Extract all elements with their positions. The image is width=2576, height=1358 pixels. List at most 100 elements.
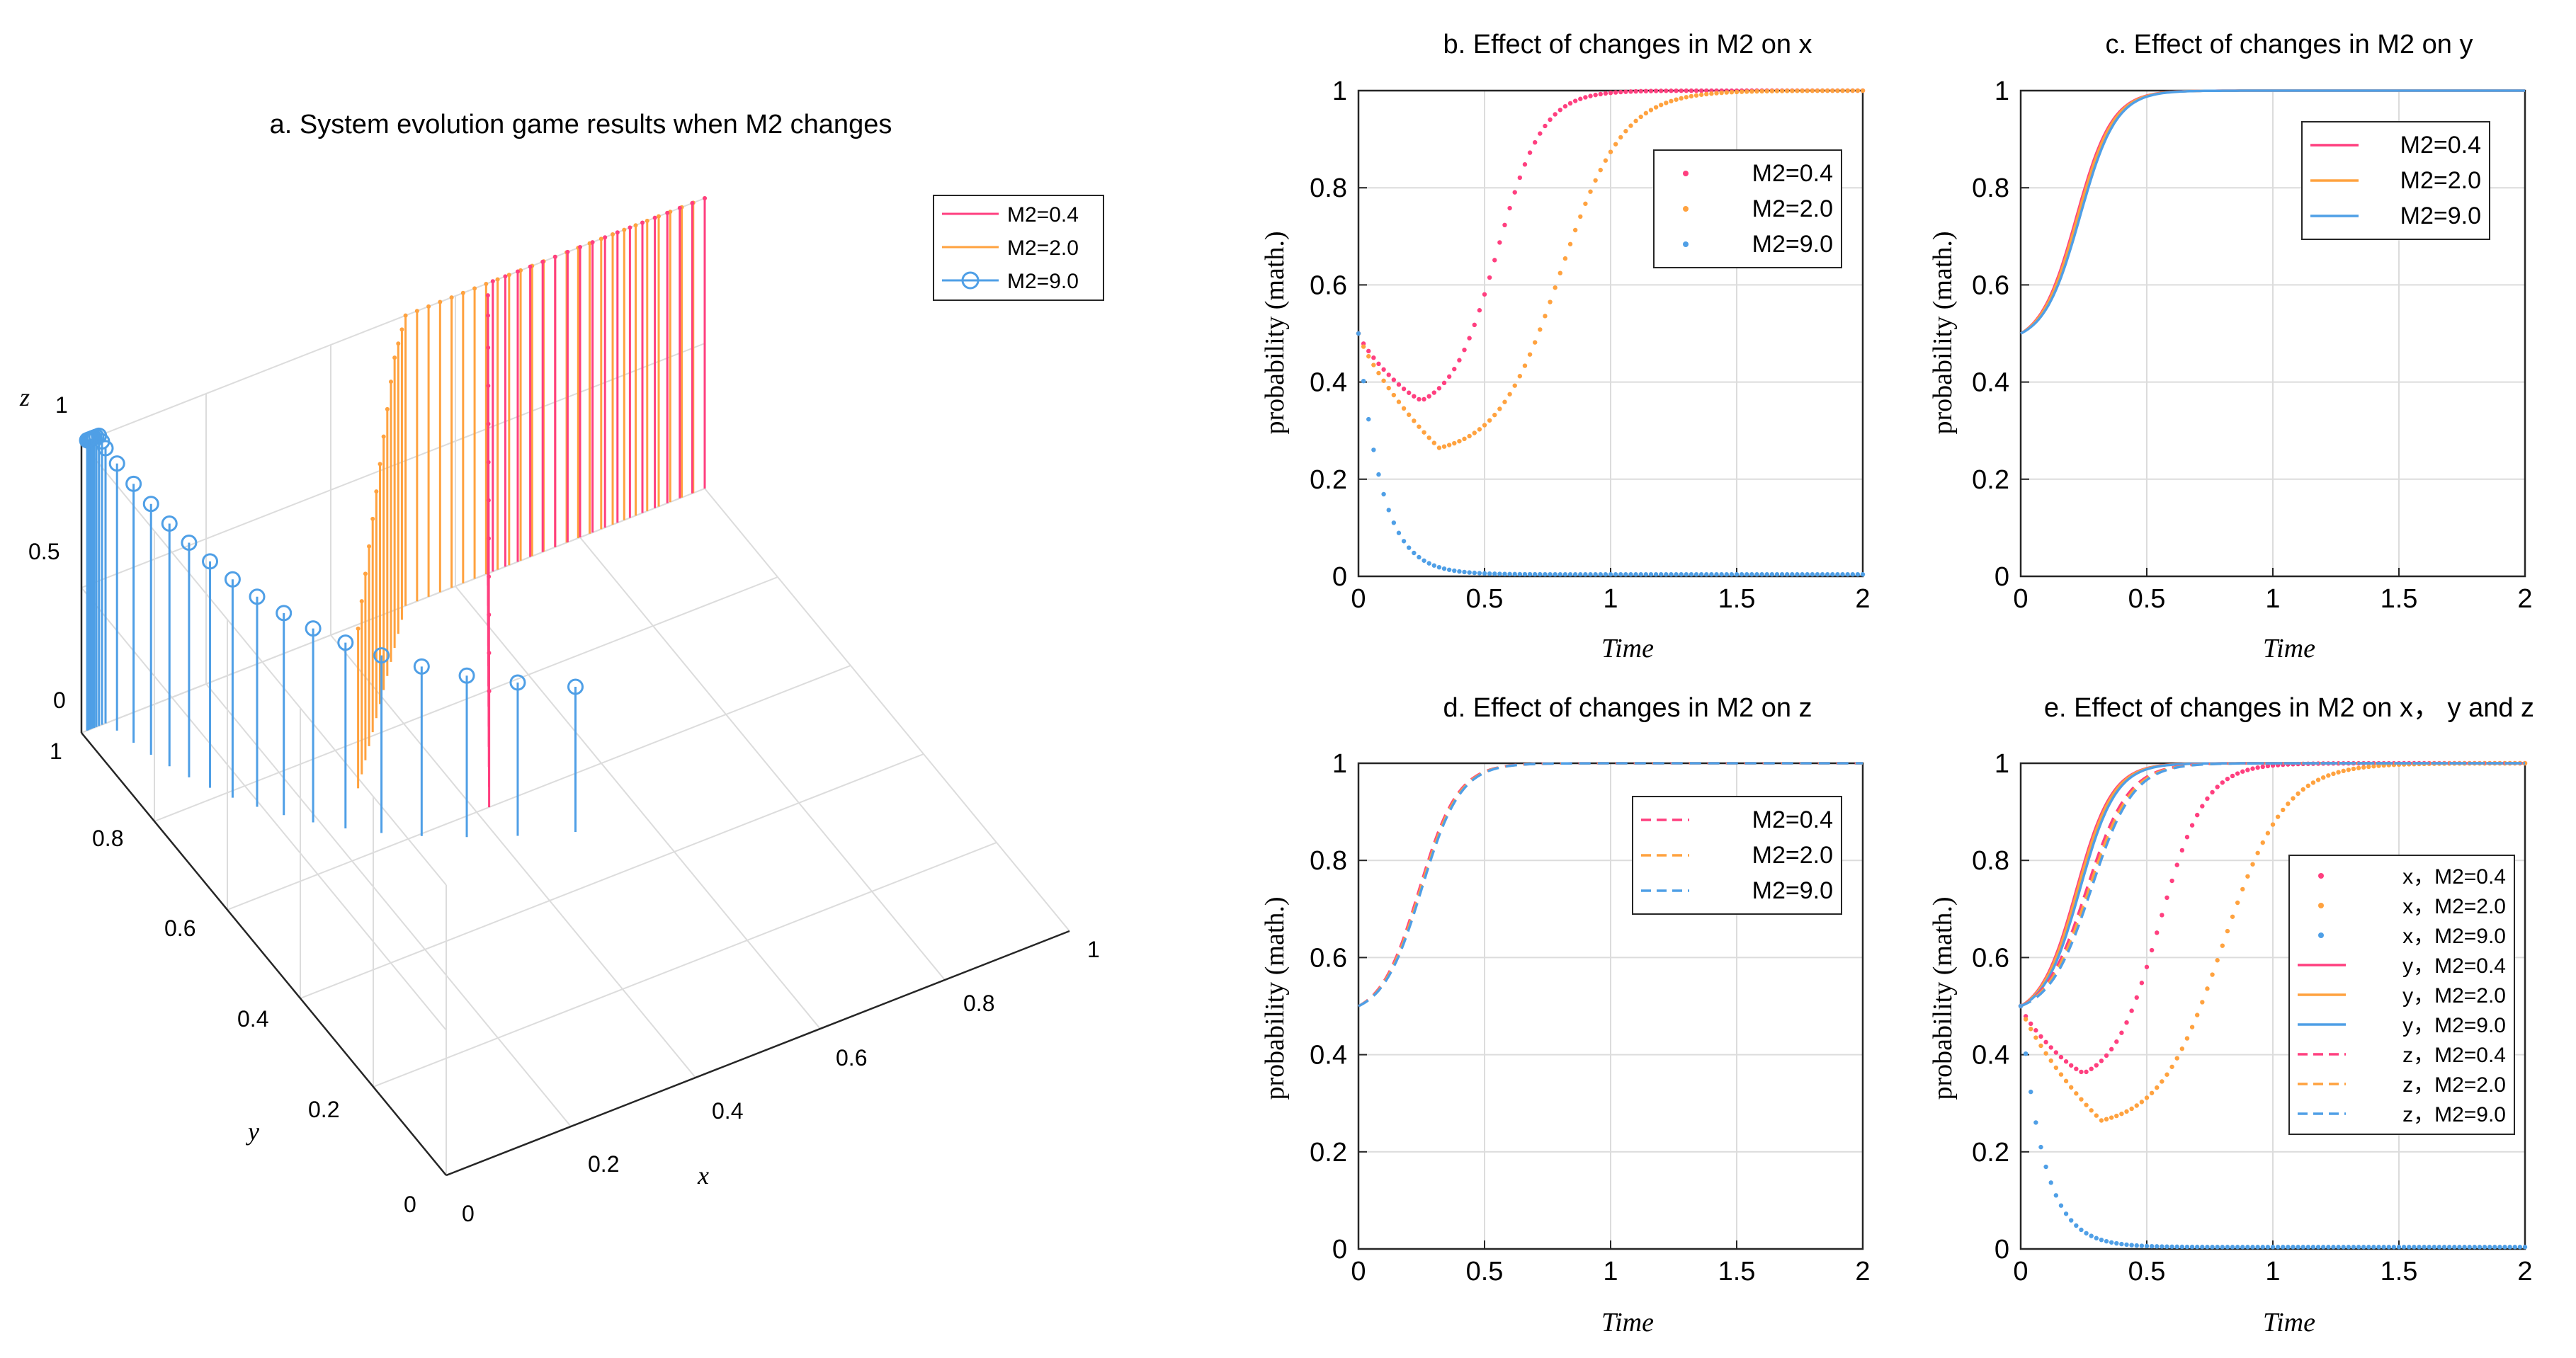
data-point [2396, 1245, 2402, 1250]
data-point [2119, 1030, 2124, 1035]
data-point [1366, 348, 1371, 354]
data-point [1557, 270, 1562, 275]
data-point [2023, 1017, 2029, 1022]
data-point [1462, 347, 1467, 353]
stem-marker [414, 309, 419, 314]
x-tick-label: 1.5 [2381, 1257, 2418, 1286]
legend-label: M2=2.0 [1752, 195, 1833, 222]
data-point [1412, 418, 1417, 423]
data-point [1366, 416, 1371, 422]
data-point [1719, 572, 1724, 577]
stem-marker [426, 304, 431, 309]
data-point [2215, 784, 2220, 789]
legend-label: M2=9.0 [1752, 231, 1833, 258]
legend-swatch [2318, 903, 2324, 908]
data-point [1356, 331, 1361, 336]
data-point [2210, 1244, 2215, 1250]
data-point [2179, 1046, 2185, 1051]
y-tick: 0.4 [237, 1006, 268, 1032]
data-point [2356, 765, 2361, 770]
x-axis-line [446, 930, 1070, 1177]
data-point [1779, 572, 1785, 577]
data-point [1386, 372, 1391, 377]
stem-marker [79, 432, 96, 449]
legend-swatch [2318, 932, 2324, 938]
data-point [1361, 344, 1366, 349]
data-point [2053, 1193, 2059, 1198]
data-point [1452, 367, 1457, 372]
data-point [2099, 1237, 2104, 1243]
data-point [2124, 1109, 2129, 1114]
y-tick-label: 0 [1995, 562, 2009, 592]
x-axis-label: Time [2263, 1308, 2315, 1337]
data-point [1502, 571, 1507, 576]
data-point [1487, 571, 1492, 576]
data-point [1553, 571, 1557, 577]
y-tick-label: 0.6 [1972, 270, 2009, 300]
data-point [2079, 1069, 2084, 1075]
data-point [2351, 1245, 2356, 1250]
y-tick-label: 0.2 [1310, 465, 1347, 495]
data-point [2023, 1051, 2029, 1056]
data-point [1407, 390, 1412, 395]
data-point [1633, 572, 1638, 577]
x-tick-label: 1 [2265, 1257, 2280, 1286]
legend-label: z，M2=0.4 [2402, 1044, 2506, 1067]
data-point [1446, 374, 1452, 380]
stem-marker [645, 218, 649, 223]
x-tick-label: 1 [1603, 584, 1618, 614]
data-point [2205, 796, 2210, 801]
data-point [2053, 1065, 2059, 1071]
data-point [1704, 572, 1709, 577]
data-point [2215, 958, 2220, 963]
data-point [1774, 572, 1780, 577]
stem-marker [657, 214, 662, 219]
data-point [2366, 1245, 2371, 1250]
grid-line [330, 634, 696, 1078]
data-point [1441, 380, 1447, 386]
data-point [2139, 1243, 2145, 1248]
data-point [1598, 572, 1603, 577]
data-point [1684, 88, 1689, 93]
panel-a-title: a. System evolution game results when M2… [270, 110, 892, 139]
data-point [2436, 1245, 2442, 1250]
data-point [2084, 1069, 2089, 1075]
x-tick: 0 [462, 1201, 475, 1226]
y-tick-label: 0.4 [1972, 368, 2009, 398]
data-point [2326, 773, 2331, 778]
grid-line [579, 537, 946, 981]
data-point [1643, 572, 1649, 577]
data-point [2265, 1245, 2271, 1250]
data-point [1734, 89, 1740, 95]
stem-marker [399, 327, 404, 332]
x-tick-label: 0.5 [2128, 584, 2166, 614]
data-point [1815, 88, 1820, 93]
x-tick-label: 1 [1603, 1257, 1618, 1286]
panel-b: b. Effect of changes in M2 on x Time pro… [1260, 30, 1871, 663]
x-tick-label: 2 [1855, 584, 1870, 614]
data-point [1693, 93, 1699, 98]
data-point [1497, 406, 1502, 411]
data-point [2235, 900, 2240, 906]
data-point [2235, 1245, 2240, 1250]
data-point [1689, 572, 1694, 577]
data-point [1664, 89, 1669, 93]
data-point [2174, 1056, 2179, 1061]
data-point [1679, 96, 1684, 101]
data-point [1840, 572, 1845, 577]
x-axis-label: x [697, 1161, 709, 1189]
data-point [2315, 777, 2321, 782]
stem-marker [652, 215, 657, 220]
data-point [2250, 766, 2255, 771]
data-point [1603, 572, 1608, 577]
data-point [2225, 1245, 2230, 1250]
data-point [1467, 570, 1472, 575]
data-point [1543, 123, 1548, 129]
data-point [2230, 1245, 2235, 1250]
stem-marker [640, 220, 645, 225]
data-point [1507, 571, 1512, 576]
data-point [1613, 90, 1618, 95]
stem-marker [367, 544, 372, 549]
data-point [2381, 1245, 2386, 1250]
data-point [2155, 1244, 2160, 1249]
